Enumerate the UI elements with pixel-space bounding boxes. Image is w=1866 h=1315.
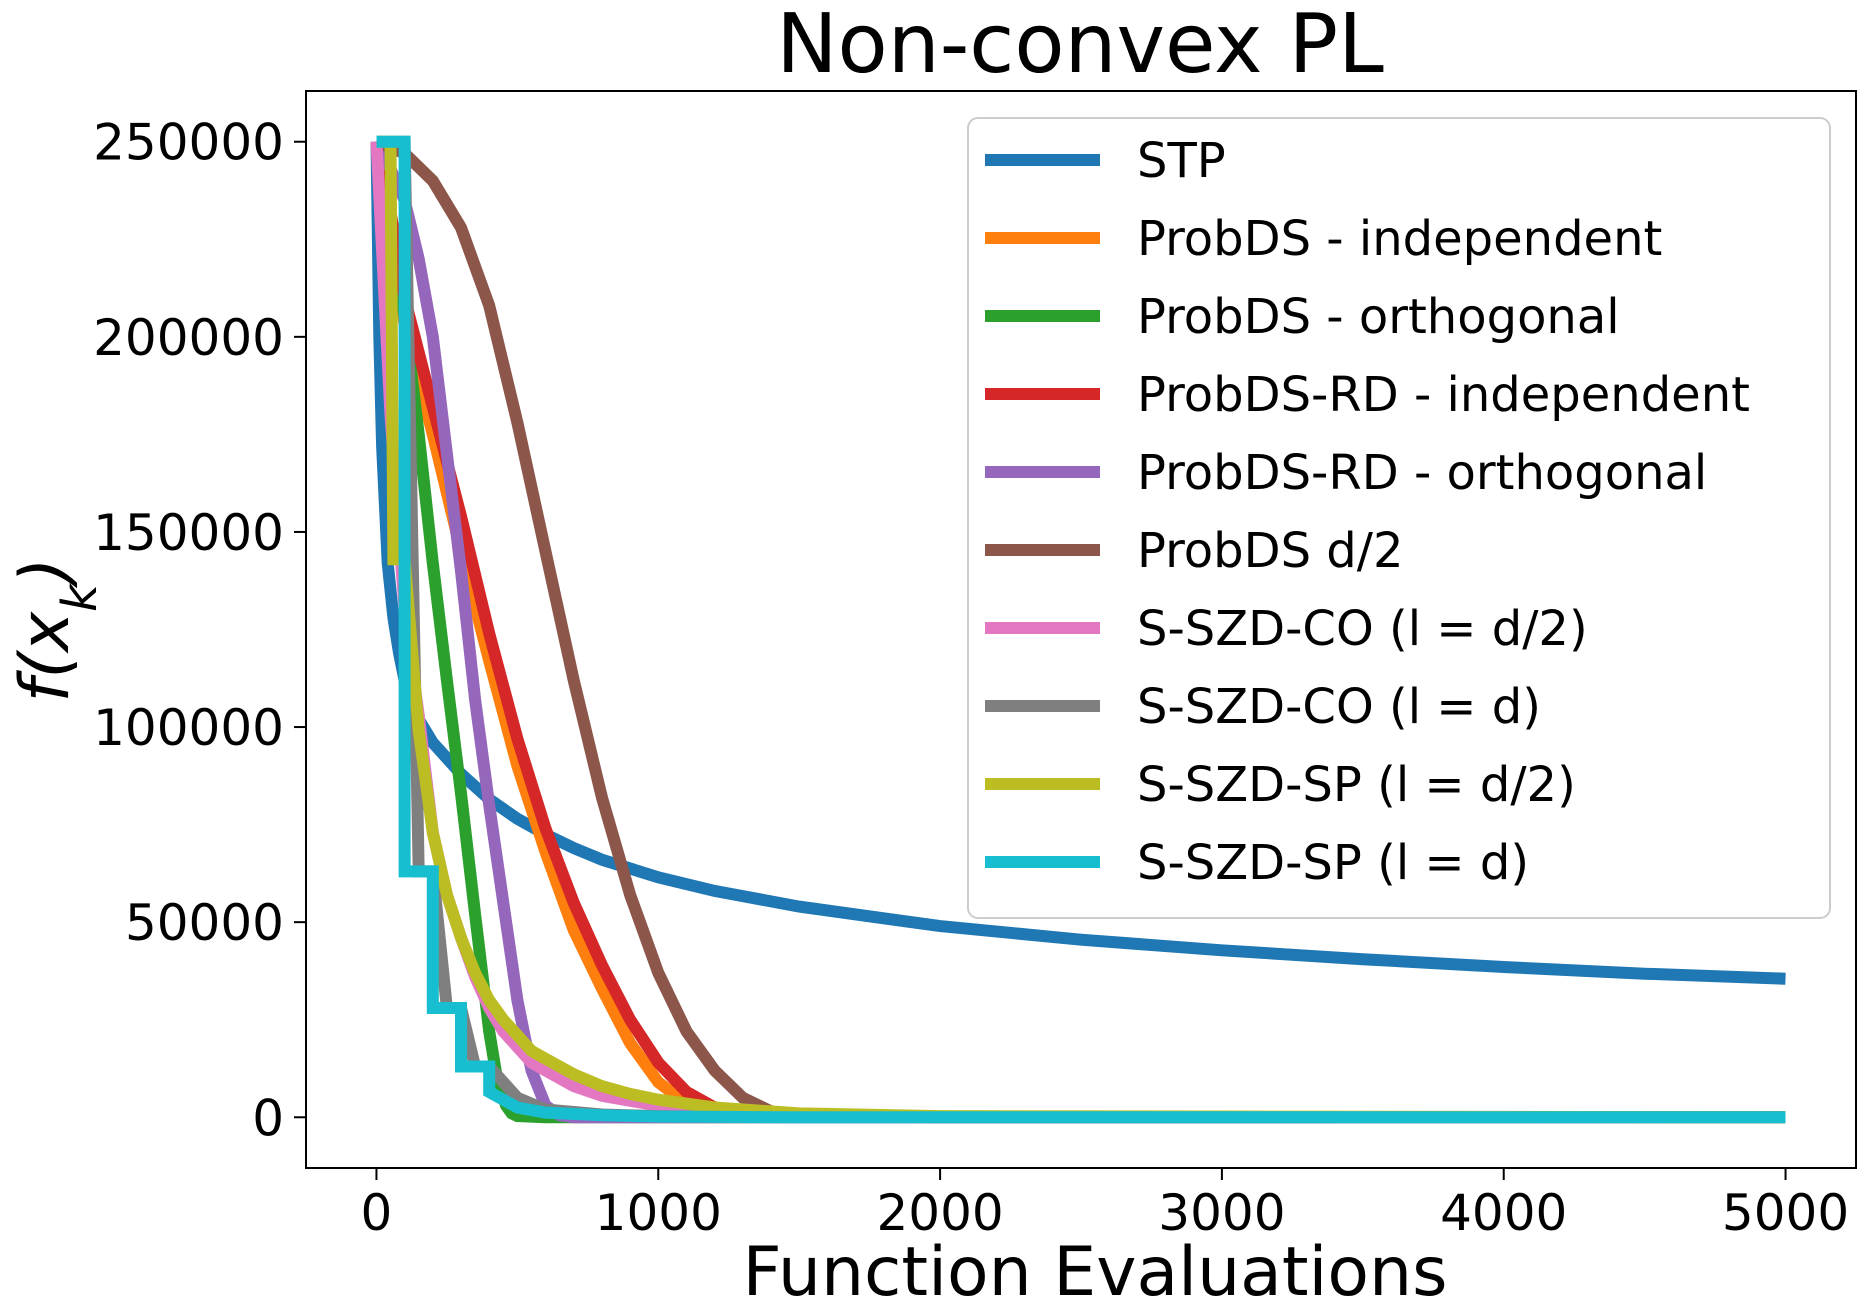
x-axis-label: Function Evaluations <box>742 1233 1447 1312</box>
chart-title: Non-convex PL <box>776 0 1384 92</box>
y-axis: 0 50000 100000 150000 200000 250000 <box>93 114 306 1147</box>
legend-label: STP <box>1137 133 1226 189</box>
x-tick-label: 5000 <box>1722 1184 1849 1242</box>
y-tick-label: 100000 <box>93 699 284 757</box>
legend-label: ProbDS d/2 <box>1137 523 1403 579</box>
legend-label: S-SZD-CO (l = d/2) <box>1137 601 1588 657</box>
axes-frame <box>305 90 1857 1169</box>
legend: STP ProbDS - independent ProbDS - orthogon… <box>967 117 1831 919</box>
y-axis-label-f: f(x <box>6 611 85 702</box>
y-tick-label: 200000 <box>93 309 284 367</box>
x-tick-label: 0 <box>361 1184 393 1242</box>
legend-label: S-SZD-SP (l = d/2) <box>1137 757 1576 813</box>
legend-label: ProbDS - orthogonal <box>1137 289 1620 345</box>
x-tick-label: 3000 <box>1158 1184 1285 1242</box>
y-axis-label-close: ) <box>6 557 85 589</box>
legend-label: ProbDS-RD - orthogonal <box>1137 445 1707 501</box>
y-tick-label: 0 <box>252 1089 284 1147</box>
plot-area <box>370 135 1786 1124</box>
x-tick-label: 1000 <box>595 1184 722 1242</box>
y-axis-label: f(xk) <box>6 557 108 702</box>
legend-label: S-SZD-CO (l = d) <box>1137 679 1541 735</box>
y-axis-label-sub: k <box>52 582 108 612</box>
legend-label: S-SZD-SP (l = d) <box>1137 835 1529 891</box>
y-tick-label: 150000 <box>93 504 284 562</box>
legend-label: ProbDS - independent <box>1137 211 1662 267</box>
legend-box <box>967 117 1831 919</box>
series-line-8 <box>376 135 1786 1124</box>
x-tick-label: 2000 <box>876 1184 1003 1242</box>
series-line-9 <box>376 135 1786 1124</box>
x-axis: 0 1000 2000 3000 4000 5000 <box>361 1168 1849 1242</box>
legend-label: ProbDS-RD - independent <box>1137 367 1750 423</box>
y-tick-label: 250000 <box>93 114 284 172</box>
x-tick-label: 4000 <box>1440 1184 1567 1242</box>
y-tick-label: 50000 <box>125 894 284 952</box>
